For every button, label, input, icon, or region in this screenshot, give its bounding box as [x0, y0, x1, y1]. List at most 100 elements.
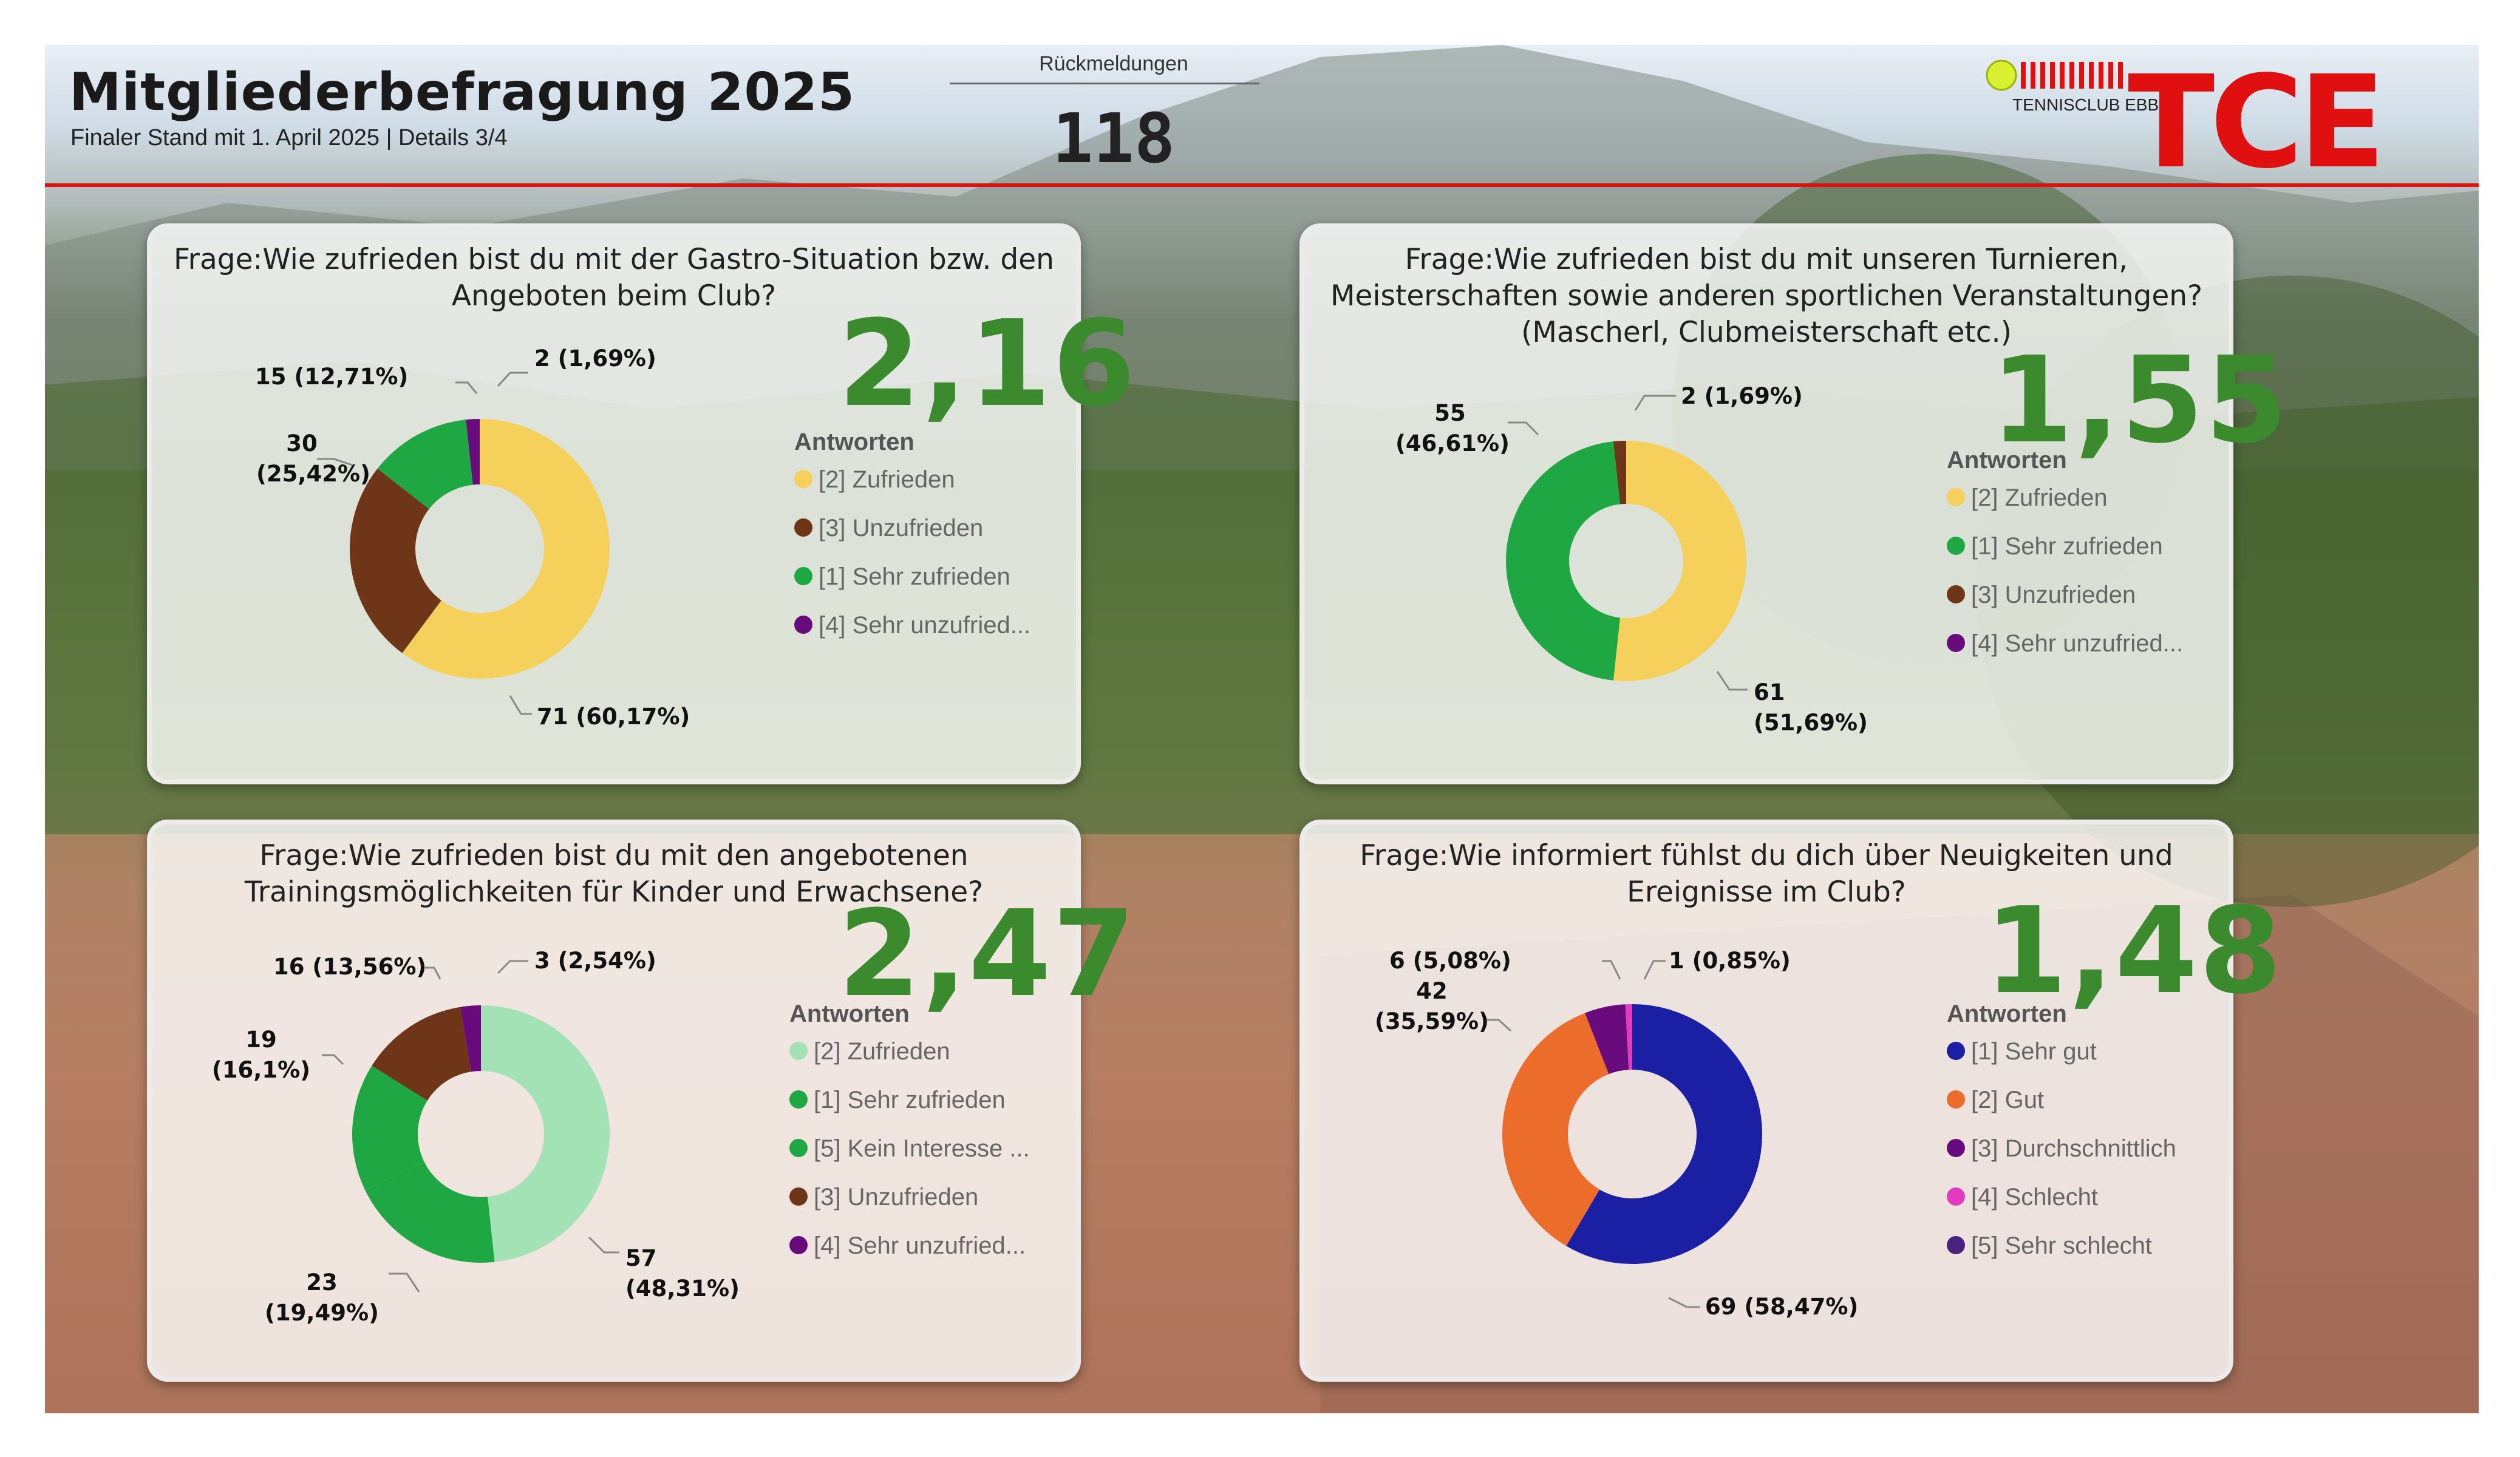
legend-title: Antworten [1947, 1000, 2067, 1027]
legend-item[interactable]: [2] Zufrieden [1947, 484, 2108, 512]
data-label: 42 (35,59%) [1375, 978, 1489, 1034]
legend-title: Antworten [1947, 447, 2067, 474]
data-label: 57 (48,31%) [625, 1245, 740, 1302]
kpi-divider [950, 83, 1259, 84]
kpi-label: Rückmeldungen [1039, 52, 1188, 75]
legend-item[interactable]: [3] Unzufrieden [1947, 582, 2136, 609]
donut-slice[interactable] [402, 419, 610, 679]
legend-dot [794, 518, 812, 537]
legend-item[interactable]: [2] Zufrieden [789, 1038, 950, 1065]
score-training: 2,47 [838, 885, 1137, 1024]
question-information: Frage:Wie informiert fühlst du dich über… [1360, 839, 2173, 909]
legend-dot [789, 1042, 808, 1061]
logo-club-name: TENNISCLUB EBBS [2012, 95, 2170, 114]
club-logo: TENNISCLUB EBBS TCE [1986, 51, 2386, 172]
logo-stripes [2021, 62, 2123, 89]
donut-slice[interactable] [1613, 441, 1746, 681]
data-label: 71 (60,17%) [537, 704, 690, 730]
data-label: 16 (13,56%) [273, 954, 427, 980]
donut-slice[interactable] [481, 1005, 610, 1262]
kpi-value: 118 [1052, 100, 1176, 178]
legend-dot [789, 1236, 808, 1255]
donut-chart-training [352, 1005, 610, 1263]
legend-dot [1947, 537, 1965, 555]
donut-slice[interactable] [1502, 1013, 1609, 1246]
legend-dot [789, 1139, 808, 1158]
panel-gastro: Frage:Wie zufrieden bist du mit der Gast… [147, 223, 1136, 784]
legend-dot [1947, 1236, 1965, 1255]
donut-chart-information [1502, 1004, 1762, 1264]
question-training: Frage:Wie zufrieden bist du mit den ange… [244, 839, 984, 909]
legend-dot [794, 616, 812, 634]
data-label: 3 (2,54%) [534, 948, 656, 974]
data-label: 2 (1,69%) [534, 345, 656, 372]
data-label: 61 (51,69%) [1754, 679, 1868, 736]
tennis-ball-icon [1986, 59, 2017, 91]
legend-dot [789, 1090, 808, 1109]
donut-slice[interactable] [365, 1161, 495, 1263]
legend-item[interactable]: [3] Unzufrieden [794, 515, 983, 542]
legend-item[interactable]: [4] Sehr unzufried... [794, 612, 1030, 639]
legend-dot [1947, 585, 1965, 604]
legend-item[interactable]: [3] Durchschnittlich [1947, 1135, 2176, 1163]
data-label: 2 (1,69%) [1681, 383, 1803, 409]
legend-item[interactable]: [4] Sehr unzufried... [789, 1232, 1026, 1260]
donut-slice[interactable] [1585, 1004, 1629, 1075]
donut-slice[interactable] [377, 419, 473, 509]
leader-lines [322, 960, 619, 1292]
data-label: 23 (19,49%) [265, 1269, 379, 1326]
legend-dot [1947, 634, 1965, 653]
legend-item[interactable]: [2] Gut [1947, 1087, 2044, 1114]
legend-item[interactable]: [5] Kein Interesse ... [789, 1135, 1030, 1163]
legend-dot [789, 1187, 808, 1206]
legend-item[interactable]: [4] Schlecht [1947, 1184, 2098, 1211]
legend-item[interactable]: [2] Zufrieden [794, 466, 955, 494]
legend-dot [1947, 1042, 1965, 1061]
legend-item[interactable]: [4] Sehr unzufried... [1947, 630, 2183, 657]
legend-title: Antworten [794, 429, 914, 455]
donut-slice[interactable] [466, 419, 480, 485]
legend-item[interactable]: [5] Sehr schlecht [1947, 1232, 2152, 1260]
panel-turniere: Frage:Wie zufrieden bist du mit unseren … [1299, 223, 2288, 784]
score-gastro: 2,16 [838, 295, 1137, 433]
data-label: 6 (5,08%) [1389, 948, 1511, 974]
score-information: 1,48 [1984, 882, 2283, 1021]
page-subtitle: Finaler Stand mit 1. April 2025 | Detail… [70, 125, 508, 151]
legend-dot [794, 470, 812, 489]
donut-slice[interactable] [350, 468, 441, 653]
legend-item[interactable]: [1] Sehr zufrieden [794, 563, 1010, 591]
data-label: 19 (16,1%) [211, 1027, 311, 1083]
donut-slice[interactable] [372, 1007, 471, 1101]
score-turniere: 1,55 [1990, 331, 2289, 470]
legend-item[interactable]: [1] Sehr zufrieden [1947, 533, 2163, 560]
donut-slice[interactable] [1506, 441, 1621, 681]
leader-lines [317, 372, 532, 715]
panel-training: Frage:Wie zufrieden bist du mit den ange… [147, 820, 1136, 1382]
header-divider [45, 183, 2479, 187]
donut-slice[interactable] [352, 1065, 427, 1190]
legend-item[interactable]: [1] Sehr zufrieden [789, 1087, 1006, 1114]
donut-slice[interactable] [460, 1005, 481, 1072]
logo-mark: TCE [2128, 51, 2381, 172]
legend-dot [1947, 1187, 1965, 1206]
donut-chart-gastro [350, 419, 610, 679]
donut-slice[interactable] [1566, 1004, 1762, 1264]
leader-lines [1486, 960, 1700, 1308]
donut-slice[interactable] [1625, 1004, 1632, 1070]
legend-dot [794, 567, 812, 586]
legend-dot [1947, 488, 1965, 507]
legend-title: Antworten [789, 1000, 910, 1027]
data-label: 15 (12,71%) [255, 364, 409, 390]
legend-dot [1947, 1139, 1965, 1158]
data-label: 55 (46,61%) [1395, 400, 1510, 457]
leader-lines [1508, 395, 1748, 691]
data-label: 1 (0,85%) [1669, 948, 1791, 974]
data-label: 69 (58,47%) [1705, 1294, 1859, 1320]
legend-item[interactable]: [1] Sehr gut [1947, 1038, 2097, 1065]
legend-dot [1947, 1090, 1965, 1109]
donut-slice[interactable] [1613, 441, 1626, 504]
page-title: Mitgliederbefragung 2025 [69, 62, 855, 123]
legend-item[interactable]: [3] Unzufrieden [789, 1184, 978, 1211]
panel-information: Frage:Wie informiert fühlst du dich über… [1299, 820, 2282, 1382]
question-gastro: Frage:Wie zufrieden bist du mit der Gast… [174, 243, 1054, 313]
